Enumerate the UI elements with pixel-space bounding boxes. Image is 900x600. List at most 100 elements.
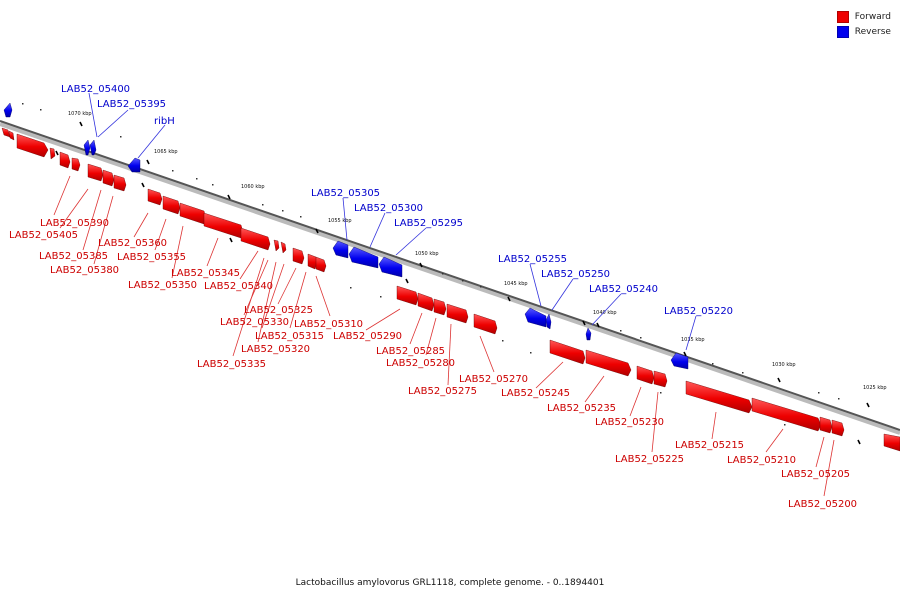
gene-label[interactable]: LAB52_05220 [664, 306, 733, 317]
gene-arrow-forward[interactable] [273, 239, 280, 252]
leader-line [584, 375, 605, 403]
forward-swatch [836, 10, 849, 23]
gene-label[interactable]: LAB52_05235 [547, 403, 616, 414]
gene-label[interactable]: LAB52_05330 [220, 317, 289, 328]
gene-label[interactable]: LAB52_05205 [781, 469, 850, 480]
gene-arrow-forward[interactable] [307, 253, 318, 270]
gene-arrow-forward[interactable] [685, 380, 753, 414]
scale-ticks [55, 121, 870, 445]
gene-arrow-forward[interactable] [8, 130, 15, 141]
gene-arrow-forward[interactable] [433, 298, 447, 316]
gene-label[interactable]: LAB52_05310 [294, 319, 363, 330]
gene-arrow-forward[interactable] [1, 127, 11, 138]
gene-arrow-forward[interactable] [59, 151, 71, 169]
gene-label[interactable]: LAB52_05280 [386, 358, 455, 369]
gene-label[interactable]: LAB52_05390 [40, 218, 109, 229]
gene-label[interactable]: LAB52_05230 [595, 417, 664, 428]
leader-line [232, 257, 265, 357]
gene-arrow-forward[interactable] [883, 433, 900, 452]
gene-arrow-reverse[interactable] [585, 327, 592, 341]
gene-arrow-reverse[interactable] [348, 246, 379, 269]
gene-label[interactable]: LAB52_05400 [61, 84, 130, 95]
gene-label[interactable]: LAB52_05240 [589, 284, 658, 295]
gene-arrow-forward[interactable] [102, 169, 115, 187]
gene-label[interactable]: LAB52_05325 [244, 305, 313, 316]
leader-line [171, 225, 184, 279]
gene-arrow-forward[interactable] [71, 157, 81, 172]
gene-arrow-forward[interactable] [292, 247, 305, 265]
gene-label[interactable]: LAB52_05275 [408, 386, 477, 397]
gene-arrow-forward[interactable] [113, 174, 127, 192]
gene-arrow-forward[interactable] [203, 212, 244, 239]
tick-label: 1035 kbp [681, 337, 705, 343]
gene-arrow-forward[interactable] [87, 163, 104, 182]
gene-arrow-forward[interactable] [315, 256, 327, 273]
gene-label[interactable]: LAB52_05355 [117, 252, 186, 263]
gene-label[interactable]: LAB52_05345 [171, 268, 240, 279]
dot [212, 184, 214, 186]
gene-arrow-forward[interactable] [280, 241, 287, 254]
gene-arrow-reverse[interactable] [670, 352, 689, 370]
gene-label[interactable]: LAB52_05245 [501, 388, 570, 399]
gene-arrow-forward[interactable] [16, 133, 49, 158]
leader-line [206, 237, 219, 267]
gene-arrow-forward[interactable] [179, 202, 207, 225]
leader-line [685, 315, 697, 351]
gene-label[interactable]: LAB52_05350 [128, 280, 197, 291]
gene-arrow-forward[interactable] [585, 349, 632, 377]
gene-label[interactable]: ribH [154, 116, 175, 127]
gene-label[interactable]: LAB52_05315 [255, 331, 324, 342]
gene-arrow-forward[interactable] [147, 188, 163, 206]
gene-label[interactable]: LAB52_05210 [727, 455, 796, 466]
gene-label[interactable]: LAB52_05380 [50, 265, 119, 276]
tick-mark [141, 182, 145, 188]
gene-arrow-reverse[interactable] [524, 307, 547, 328]
tick-mark [596, 322, 600, 328]
leader-line [815, 436, 825, 468]
dot [640, 337, 642, 339]
gene-label[interactable]: LAB52_05215 [675, 440, 744, 451]
gene-arrow-reverse[interactable] [83, 139, 91, 156]
gene-label[interactable]: LAB52_05385 [39, 251, 108, 262]
gene-label[interactable]: LAB52_05360 [98, 238, 167, 249]
gene-arrow-forward[interactable] [636, 365, 655, 385]
gene-arrow-reverse[interactable] [378, 256, 403, 278]
gene-arrow-forward[interactable] [831, 419, 845, 437]
gene-label[interactable]: LAB52_05285 [376, 346, 445, 357]
gene-arrow-reverse[interactable] [127, 157, 141, 173]
gene-label[interactable]: LAB52_05295 [394, 218, 463, 229]
gene-arrow-forward[interactable] [240, 227, 271, 251]
gene-label[interactable]: LAB52_05300 [354, 203, 423, 214]
gene-label[interactable]: LAB52_05290 [333, 331, 402, 342]
gene-label[interactable]: LAB52_05305 [311, 188, 380, 199]
gene-arrow-reverse[interactable] [3, 102, 13, 118]
gene-arrow-reverse[interactable] [545, 313, 552, 330]
gene-label[interactable]: LAB52_05200 [788, 499, 857, 510]
gene-arrow-forward[interactable] [751, 397, 822, 432]
leader-line [591, 293, 622, 326]
gene-arrow-forward[interactable] [417, 292, 435, 312]
gene-arrow-forward[interactable] [473, 313, 498, 335]
gene-label[interactable]: LAB52_05225 [615, 454, 684, 465]
gene-arrow-forward[interactable] [396, 285, 419, 306]
tick-label: 1030 kbp [772, 362, 796, 368]
dot [380, 296, 382, 298]
gene-label[interactable]: LAB52_05255 [498, 254, 567, 265]
gene-arrow-forward[interactable] [653, 370, 668, 388]
gene-arrow-forward[interactable] [162, 195, 181, 215]
gene-arrow-forward[interactable] [549, 339, 586, 365]
tick-label: 1025 kbp [863, 385, 887, 391]
gene-label[interactable]: LAB52_05335 [197, 359, 266, 370]
gene-label[interactable]: LAB52_05395 [97, 99, 166, 110]
tick-mark [857, 439, 861, 445]
gene-label[interactable]: LAB52_05405 [9, 230, 78, 241]
gene-label[interactable]: LAB52_05340 [204, 281, 273, 292]
gene-label[interactable]: LAB52_05250 [541, 269, 610, 280]
gene-arrow-reverse[interactable] [89, 139, 97, 156]
gene-arrow-reverse[interactable] [332, 240, 349, 259]
gene-arrow-forward[interactable] [49, 147, 56, 160]
gene-arrow-forward[interactable] [446, 303, 469, 324]
gene-label[interactable]: LAB52_05320 [241, 344, 310, 355]
gene-arrow-forward[interactable] [819, 416, 833, 434]
gene-label[interactable]: LAB52_05270 [459, 374, 528, 385]
